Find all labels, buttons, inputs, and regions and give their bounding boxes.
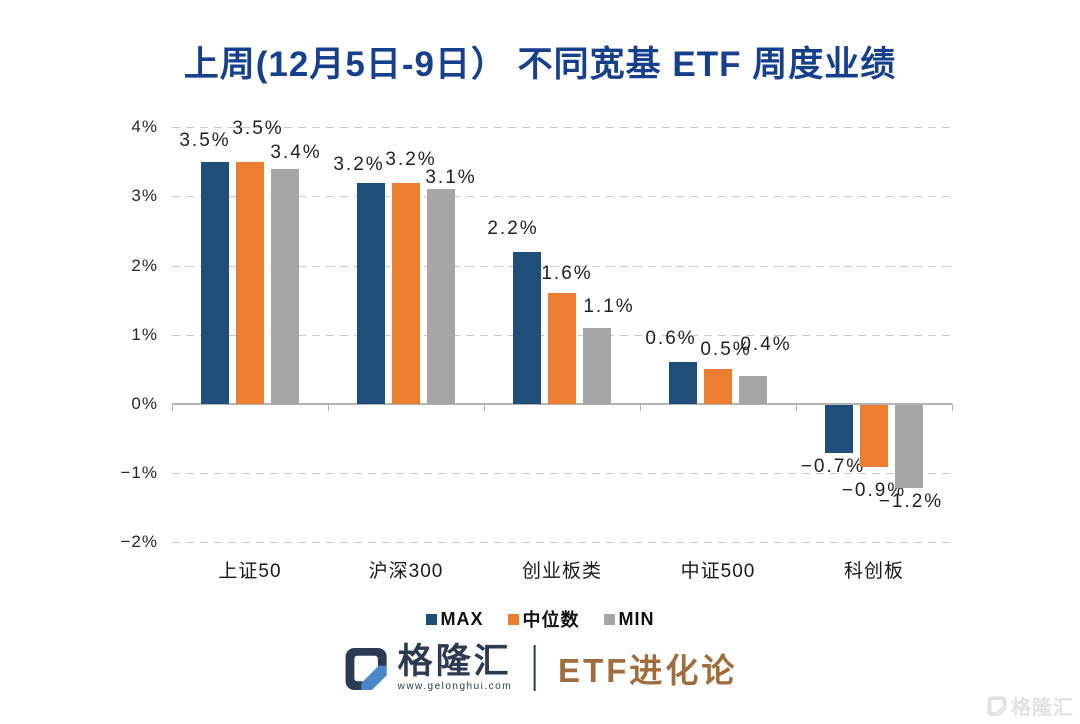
gridline xyxy=(172,542,952,544)
x-axis-tick xyxy=(952,404,953,411)
legend-label-min: MIN xyxy=(618,608,655,629)
category-label: 科创板 xyxy=(843,561,905,582)
gridline xyxy=(172,473,952,475)
legend-swatch-max xyxy=(425,613,437,625)
bar-value-label: 3.2% xyxy=(333,153,385,175)
watermark-text: 格隆汇 xyxy=(1011,697,1074,719)
category-label: 上证50 xyxy=(218,561,282,582)
y-axis-tick-label: 4% xyxy=(131,117,158,137)
gridline xyxy=(172,196,952,198)
legend-swatch-min xyxy=(603,613,615,625)
bar-min xyxy=(583,327,611,404)
category-label: 创业板类 xyxy=(521,561,603,582)
x-axis-line xyxy=(172,403,952,405)
category-label: 沪深300 xyxy=(368,561,444,582)
legend-item-max: MAX xyxy=(425,608,484,630)
bar-value-label: −0.7% xyxy=(800,456,866,478)
bar-max xyxy=(201,161,229,404)
y-axis-tick-label: 3% xyxy=(131,186,158,206)
bar-median xyxy=(548,293,576,404)
x-axis-tick xyxy=(640,404,641,411)
legend-label-max: MAX xyxy=(440,608,484,629)
bar-median xyxy=(236,161,264,404)
bar-min xyxy=(895,405,923,489)
bar-value-label: 0.4% xyxy=(740,334,792,356)
y-axis-tick-label: −2% xyxy=(120,532,158,552)
x-axis-tick xyxy=(796,404,797,411)
y-axis-tick-label: 1% xyxy=(131,324,158,344)
legend-swatch-median xyxy=(507,613,519,625)
bar-value-label: 1.1% xyxy=(583,295,635,317)
bar-value-label: −1.2% xyxy=(878,491,944,513)
x-axis-tick xyxy=(484,404,485,411)
footer-tagline: ETF进化论 xyxy=(558,652,738,689)
bar-value-label: 0.5% xyxy=(700,339,752,361)
bar-max xyxy=(513,251,541,404)
chart-legend: MAX 中位数 MIN xyxy=(0,606,1080,632)
bar-value-label: 2.2% xyxy=(487,217,539,239)
brand-text-block: 格隆汇 www.gelonghui.com xyxy=(397,642,513,693)
watermark: 格隆汇 xyxy=(986,691,1074,720)
bar-max xyxy=(669,362,697,404)
legend-item-median: 中位数 xyxy=(507,606,580,632)
bar-min xyxy=(739,376,767,404)
x-axis-tick xyxy=(172,404,173,411)
bar-median xyxy=(860,405,888,468)
gridline xyxy=(172,127,952,129)
category-label: 中证500 xyxy=(680,561,756,582)
watermark-logo-icon xyxy=(987,695,1007,716)
bar-max xyxy=(825,405,853,454)
bar-value-label: 3.5% xyxy=(232,117,284,139)
footer-divider xyxy=(534,645,537,691)
bar-min xyxy=(427,189,455,404)
bar-value-label: 3.4% xyxy=(270,141,322,163)
gelonghui-logo-icon xyxy=(345,647,387,690)
bar-median xyxy=(392,182,420,404)
bar-value-label: 3.5% xyxy=(179,129,231,151)
x-axis-tick xyxy=(328,404,329,411)
bar-value-label: 1.6% xyxy=(541,263,593,285)
bar-value-label: 3.2% xyxy=(385,148,437,170)
gridline xyxy=(172,265,952,267)
y-axis-tick-label: −1% xyxy=(120,463,158,483)
bar-value-label: 0.6% xyxy=(645,328,697,350)
brand-url: www.gelonghui.com xyxy=(397,681,513,692)
bar-value-label: 3.1% xyxy=(425,167,477,189)
bar-median xyxy=(704,369,732,404)
legend-item-min: MIN xyxy=(603,608,655,630)
brand-footer: 格隆汇 www.gelonghui.com ETF进化论 xyxy=(343,644,738,692)
y-axis-tick-label: 0% xyxy=(131,394,158,413)
page-title: 上周(12月5日-9日） 不同宽基 ETF 周度业绩 xyxy=(183,45,897,84)
legend-label-median: 中位数 xyxy=(522,610,580,630)
y-axis-tick-label: 2% xyxy=(131,255,158,275)
brand-name: 格隆汇 xyxy=(397,642,512,681)
bar-value-label: −0.9% xyxy=(841,480,907,502)
bar-max xyxy=(357,182,385,404)
bar-min xyxy=(271,168,299,404)
